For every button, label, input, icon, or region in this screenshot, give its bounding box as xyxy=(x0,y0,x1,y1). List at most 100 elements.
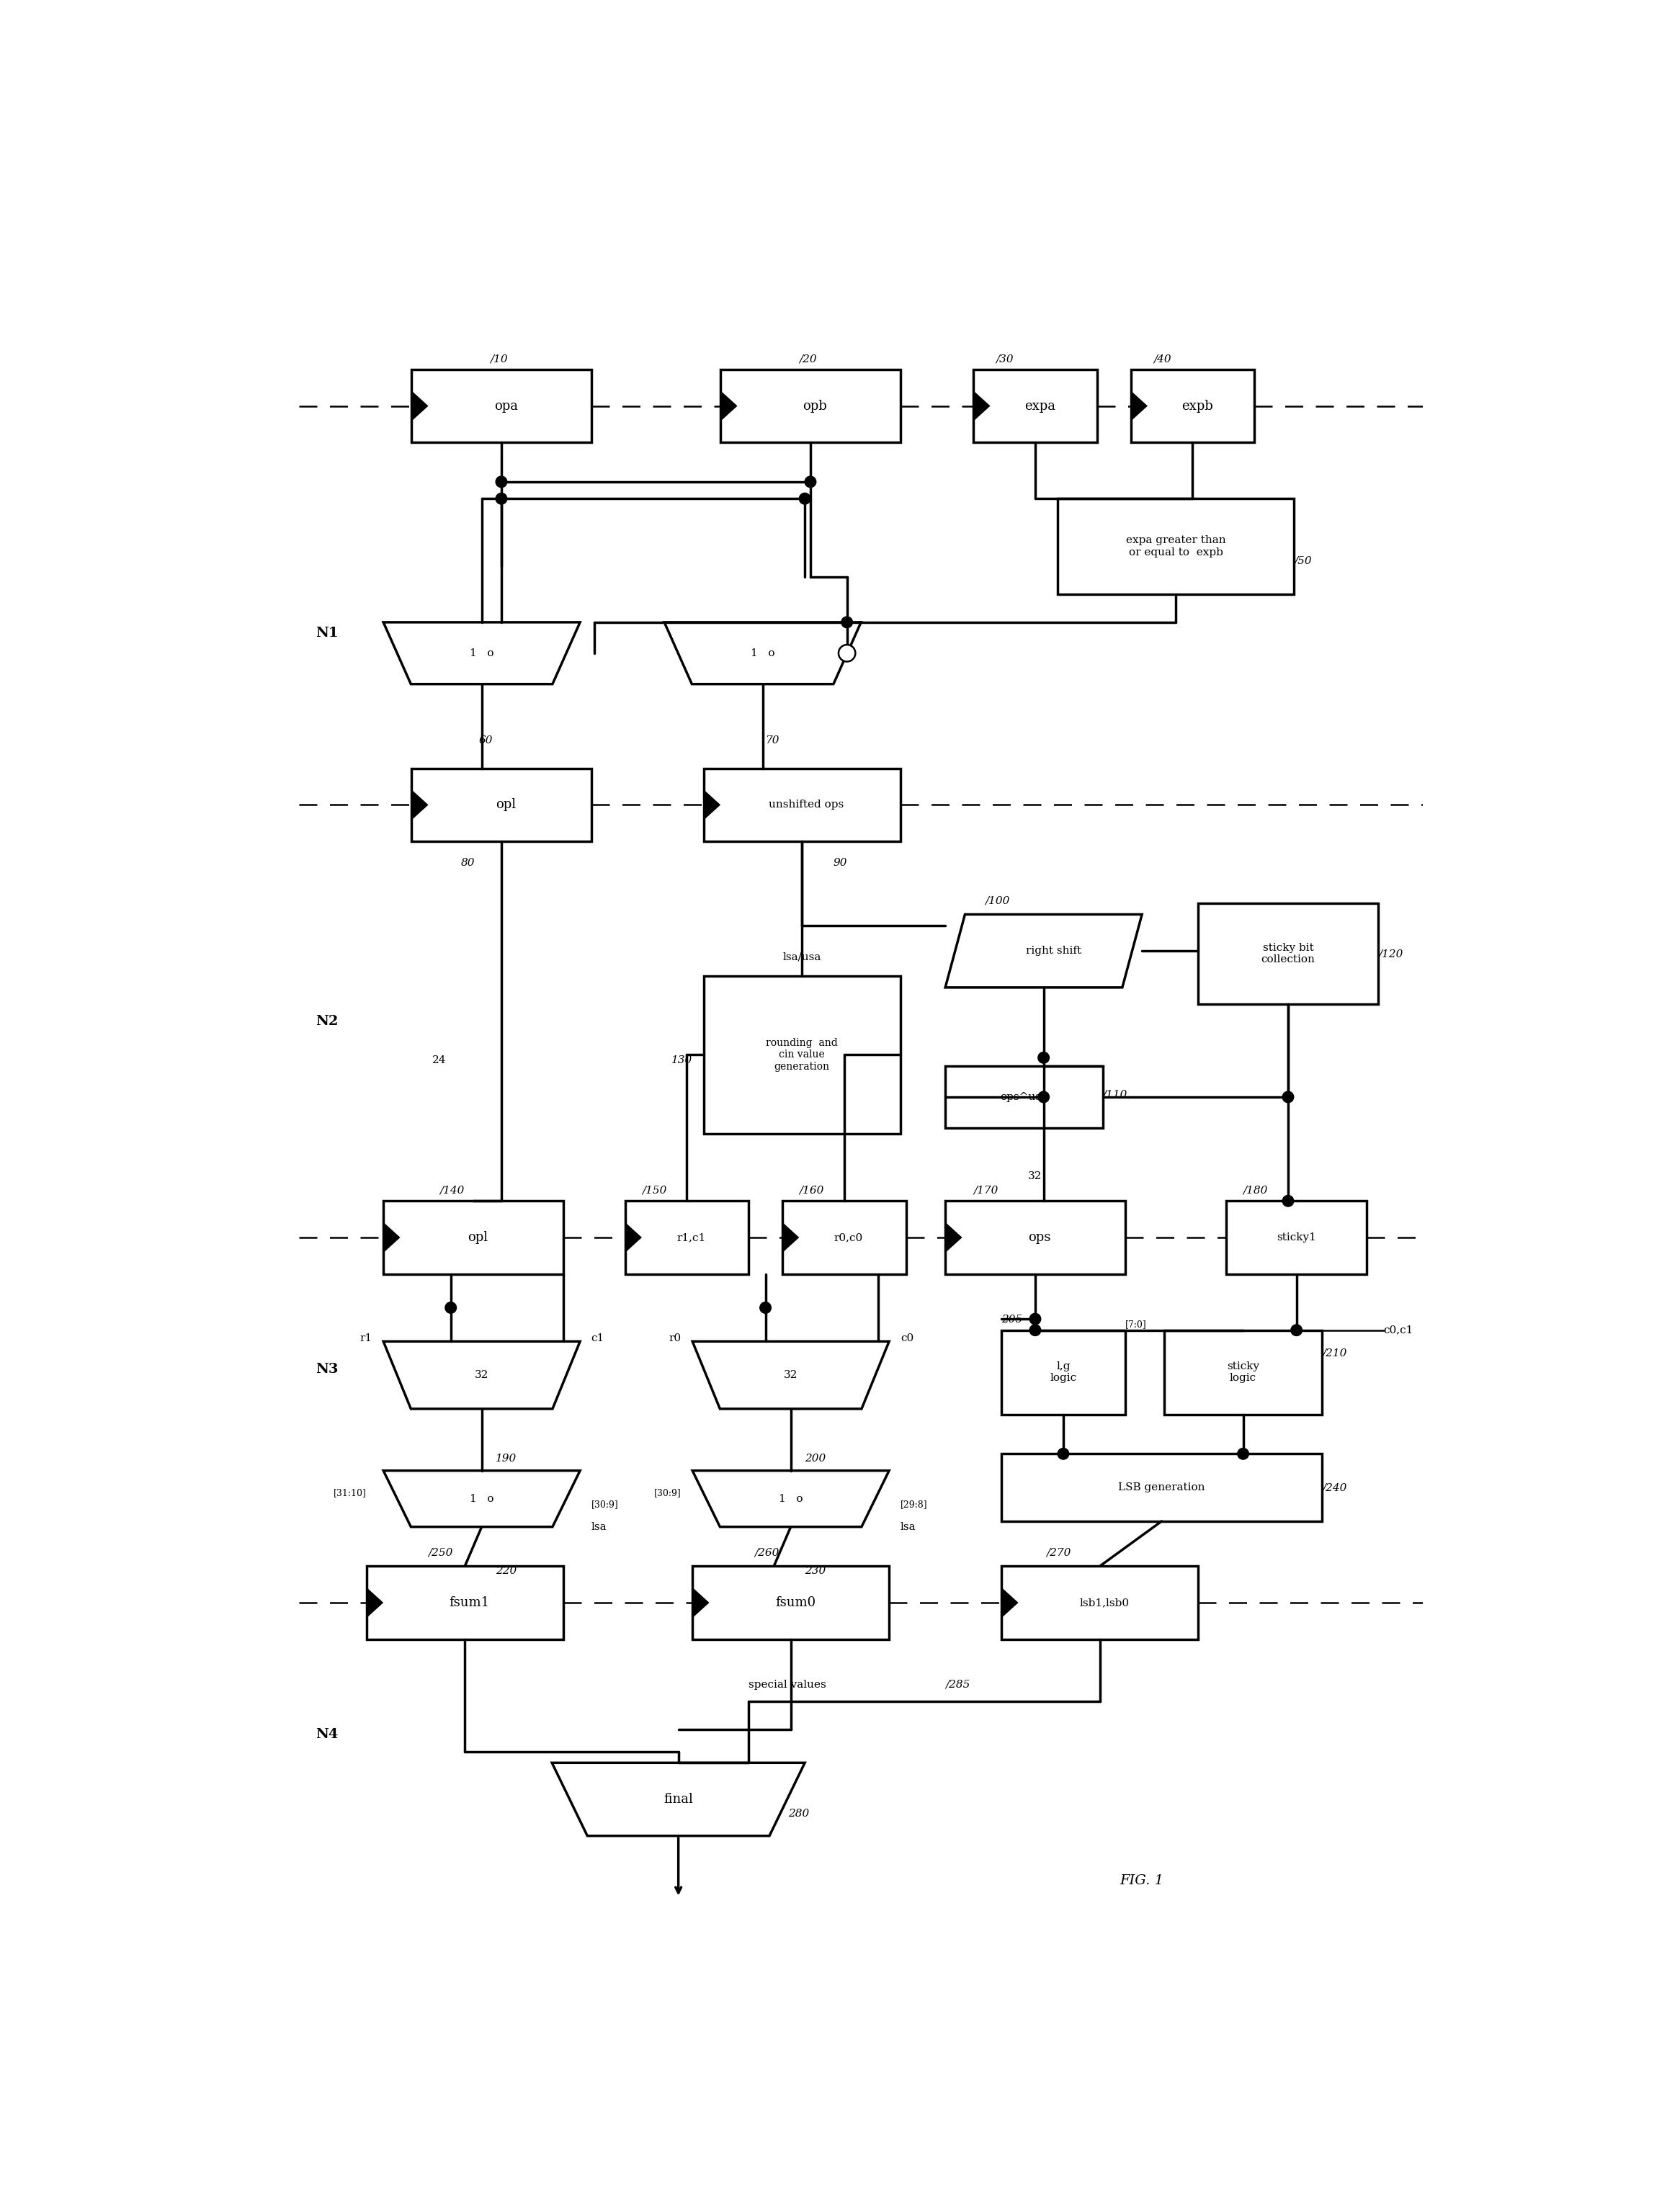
Text: 24: 24 xyxy=(432,1055,447,1066)
Text: [31:10]: [31:10] xyxy=(333,1489,366,1497)
Text: lsb1,lsb0: lsb1,lsb0 xyxy=(1080,1598,1129,1607)
Text: N4: N4 xyxy=(316,1729,339,1740)
Circle shape xyxy=(759,1302,771,1313)
Bar xyxy=(366,1565,563,1640)
Polygon shape xyxy=(692,1471,889,1528)
Text: 1   o: 1 o xyxy=(470,1493,494,1504)
Text: 230: 230 xyxy=(805,1565,827,1576)
Text: 190: 190 xyxy=(496,1453,517,1464)
Polygon shape xyxy=(366,1587,383,1618)
Bar xyxy=(1001,1565,1198,1640)
Text: /270: /270 xyxy=(1047,1548,1072,1559)
Circle shape xyxy=(800,493,810,503)
Circle shape xyxy=(1030,1324,1042,1335)
Text: 32: 32 xyxy=(1028,1171,1042,1182)
Text: lsa: lsa xyxy=(591,1521,606,1532)
Text: 1   o: 1 o xyxy=(751,648,774,659)
Circle shape xyxy=(1282,1195,1294,1206)
Text: /100: /100 xyxy=(984,895,1010,906)
Text: ops: ops xyxy=(1028,1230,1052,1243)
Polygon shape xyxy=(946,915,1142,987)
Polygon shape xyxy=(625,1221,642,1252)
Text: 1   o: 1 o xyxy=(780,1493,803,1504)
Text: 60: 60 xyxy=(479,736,492,746)
Text: r1: r1 xyxy=(360,1333,373,1344)
Polygon shape xyxy=(383,1342,580,1410)
Polygon shape xyxy=(383,1471,580,1528)
Text: opa: opa xyxy=(494,398,517,412)
Text: LSB generation: LSB generation xyxy=(1119,1482,1205,1493)
Text: sticky1: sticky1 xyxy=(1277,1232,1315,1243)
Text: /120: /120 xyxy=(1378,950,1403,959)
Text: r1,c1: r1,c1 xyxy=(677,1232,706,1243)
Polygon shape xyxy=(721,390,738,420)
Bar xyxy=(1198,904,1378,1005)
Bar xyxy=(692,1565,889,1640)
Circle shape xyxy=(805,477,816,488)
Bar xyxy=(704,976,900,1134)
Bar xyxy=(412,768,591,841)
Text: /10: /10 xyxy=(491,355,507,363)
Text: N3: N3 xyxy=(316,1364,339,1377)
Bar xyxy=(1001,1453,1322,1521)
Text: /20: /20 xyxy=(800,355,816,363)
Text: /250: /250 xyxy=(428,1548,454,1559)
Text: /240: /240 xyxy=(1322,1482,1347,1493)
Text: 130: 130 xyxy=(672,1055,692,1066)
Circle shape xyxy=(496,493,507,503)
Bar xyxy=(704,768,900,841)
Text: [7:0]: [7:0] xyxy=(1126,1320,1146,1329)
Polygon shape xyxy=(783,1221,800,1252)
Polygon shape xyxy=(412,790,428,821)
Text: 200: 200 xyxy=(805,1453,827,1464)
Circle shape xyxy=(1030,1313,1042,1324)
Text: /50: /50 xyxy=(1294,556,1312,567)
Text: ops^usa: ops^usa xyxy=(1000,1092,1048,1101)
Text: opb: opb xyxy=(803,398,827,412)
Text: 32: 32 xyxy=(785,1370,798,1381)
Text: /260: /260 xyxy=(754,1548,780,1559)
Polygon shape xyxy=(946,1221,963,1252)
Text: /110: /110 xyxy=(1102,1090,1127,1099)
Text: /160: /160 xyxy=(800,1184,823,1195)
Polygon shape xyxy=(973,390,990,420)
Polygon shape xyxy=(692,1342,889,1410)
Bar xyxy=(973,370,1097,442)
Bar xyxy=(783,1202,906,1274)
Text: sticky bit
collection: sticky bit collection xyxy=(1262,943,1315,965)
Circle shape xyxy=(1038,1053,1050,1064)
Text: N1: N1 xyxy=(316,626,339,639)
Text: expb: expb xyxy=(1181,398,1213,412)
Bar xyxy=(946,1066,1102,1127)
Text: [29:8]: [29:8] xyxy=(900,1499,927,1508)
Circle shape xyxy=(1058,1449,1068,1460)
Text: r0: r0 xyxy=(669,1333,680,1344)
Text: expa: expa xyxy=(1025,398,1055,412)
Text: 32: 32 xyxy=(475,1370,489,1381)
Text: 205: 205 xyxy=(1001,1313,1023,1324)
Text: r0,c0: r0,c0 xyxy=(835,1232,864,1243)
Text: /210: /210 xyxy=(1322,1348,1347,1357)
Bar xyxy=(1058,499,1294,593)
Text: opl: opl xyxy=(496,799,516,812)
Polygon shape xyxy=(383,1221,400,1252)
Circle shape xyxy=(1282,1092,1294,1103)
Polygon shape xyxy=(1001,1587,1018,1618)
Text: 220: 220 xyxy=(496,1565,517,1576)
Text: 70: 70 xyxy=(766,736,780,746)
Polygon shape xyxy=(412,390,428,420)
Bar xyxy=(625,1202,749,1274)
Text: /140: /140 xyxy=(440,1184,464,1195)
Text: /170: /170 xyxy=(973,1184,998,1195)
Text: 1   o: 1 o xyxy=(470,648,494,659)
Circle shape xyxy=(1290,1324,1302,1335)
Text: c1: c1 xyxy=(591,1333,605,1344)
Text: lsa: lsa xyxy=(900,1521,916,1532)
Polygon shape xyxy=(553,1762,805,1837)
Circle shape xyxy=(842,617,852,628)
Polygon shape xyxy=(692,1587,709,1618)
Text: /180: /180 xyxy=(1243,1184,1268,1195)
Text: /40: /40 xyxy=(1152,355,1171,363)
Text: rounding  and
cin value
generation: rounding and cin value generation xyxy=(766,1038,838,1073)
Circle shape xyxy=(445,1302,457,1313)
